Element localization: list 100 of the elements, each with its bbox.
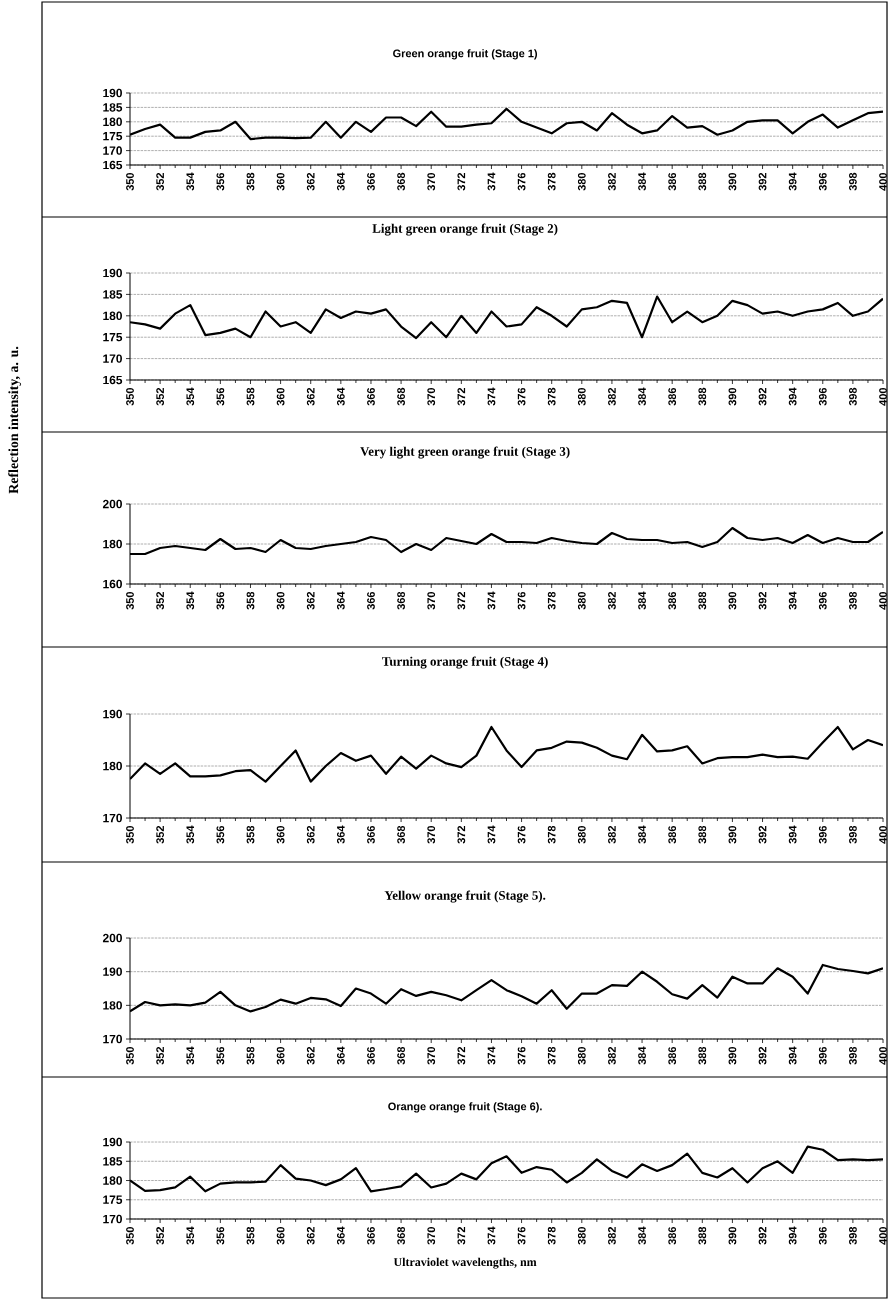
x-tick-label: 358 xyxy=(246,387,255,406)
x-tick-label: 388 xyxy=(698,1046,707,1065)
x-tick-label: 368 xyxy=(397,1046,405,1065)
y-tick-label: 190 xyxy=(103,88,122,98)
x-tick-label: 374 xyxy=(487,172,496,191)
x-tick-label: 358 xyxy=(246,1226,255,1245)
x-tick-label: 386 xyxy=(668,1046,677,1065)
x-tick-label: 376 xyxy=(517,591,526,610)
y-tick-label: 180 xyxy=(103,761,122,771)
x-tick-label: 382 xyxy=(608,1046,616,1065)
x-tick-label: 382 xyxy=(608,387,616,406)
x-tick-label: 384 xyxy=(638,387,646,406)
chart-title: Turning orange fruit (Stage 4) xyxy=(382,656,548,669)
chart-title: Yellow orange fruit (Stage 5). xyxy=(384,890,546,903)
x-tick-label: 368 xyxy=(397,825,405,844)
x-tick-label: 394 xyxy=(788,172,797,191)
x-tick-label: 396 xyxy=(818,172,827,191)
x-tick-label: 362 xyxy=(306,1046,315,1065)
x-tick-label: 376 xyxy=(517,1226,526,1245)
x-tick-label: 350 xyxy=(126,591,134,610)
y-tick-label: 185 xyxy=(103,290,123,299)
x-tick-label: 368 xyxy=(397,387,405,406)
x-tick-label: 386 xyxy=(668,172,677,191)
y-tick-label: 170 xyxy=(103,1214,122,1224)
x-tick-label: 358 xyxy=(246,172,255,191)
x-tick-label: 392 xyxy=(758,387,767,406)
x-tick-label: 372 xyxy=(457,1226,466,1245)
x-tick-label: 370 xyxy=(427,591,436,610)
x-tick-label: 354 xyxy=(186,591,195,610)
x-tick-label: 368 xyxy=(397,172,405,191)
x-tick-label: 394 xyxy=(788,1046,797,1065)
x-tick-label: 350 xyxy=(126,1047,134,1065)
x-tick-label: 352 xyxy=(156,1226,165,1245)
x-tick-label: 360 xyxy=(276,387,285,406)
x-tick-label: 354 xyxy=(186,172,195,191)
x-tick-label: 400 xyxy=(879,387,887,406)
y-tick-label: 190 xyxy=(103,1137,122,1147)
x-tick-label: 356 xyxy=(216,825,225,844)
x-tick-label: 378 xyxy=(547,825,556,844)
x-tick-label: 358 xyxy=(246,825,255,844)
x-tick-label: 360 xyxy=(276,1227,285,1245)
x-tick-label: 374 xyxy=(487,1226,496,1245)
chart-title: Orange orange fruit (Stage 6). xyxy=(388,1102,542,1113)
y-tick-label: 170 xyxy=(103,1034,122,1044)
chart-title: Very light green orange fruit (Stage 3) xyxy=(360,446,570,459)
x-tick-label: 384 xyxy=(638,1046,646,1065)
x-tick-label: 354 xyxy=(186,1046,195,1065)
x-tick-label: 398 xyxy=(849,1046,857,1065)
x-tick-label: 398 xyxy=(849,825,857,844)
x-tick-label: 366 xyxy=(367,387,375,406)
x-tick-label: 398 xyxy=(849,387,857,406)
x-tick-label: 388 xyxy=(698,591,707,610)
x-tick-label: 352 xyxy=(156,1046,165,1065)
x-tick-label: 396 xyxy=(818,1226,827,1245)
x-tick-label: 390 xyxy=(728,172,737,191)
x-tick-label: 370 xyxy=(427,172,436,191)
x-tick-label: 352 xyxy=(156,387,165,406)
x-tick-label: 350 xyxy=(126,172,134,191)
y-tick-label: 180 xyxy=(103,1001,122,1010)
x-tick-label: 374 xyxy=(487,591,496,610)
x-tick-label: 366 xyxy=(367,1046,375,1065)
x-tick-label: 372 xyxy=(457,825,466,844)
x-tick-label: 358 xyxy=(246,1046,255,1065)
x-tick-label: 388 xyxy=(698,1226,707,1245)
x-tick-label: 376 xyxy=(517,825,526,844)
x-tick-label: 390 xyxy=(728,387,737,406)
x-tick-label: 378 xyxy=(547,1226,556,1245)
x-tick-label: 364 xyxy=(336,172,345,191)
x-tick-label: 396 xyxy=(818,825,827,844)
x-tick-label: 362 xyxy=(306,591,315,610)
y-tick-label: 185 xyxy=(103,1157,123,1166)
x-tick-label: 380 xyxy=(577,1047,586,1065)
x-tick-label: 398 xyxy=(849,1226,857,1245)
x-tick-label: 390 xyxy=(728,1047,737,1065)
x-tick-label: 364 xyxy=(336,1226,345,1245)
x-tick-label: 360 xyxy=(276,1047,285,1065)
x-tick-label: 368 xyxy=(397,591,405,610)
y-tick-label: 180 xyxy=(103,539,122,549)
x-tick-label: 382 xyxy=(608,1226,616,1245)
x-tick-label: 392 xyxy=(758,825,767,844)
x-tick-label: 376 xyxy=(517,1046,526,1065)
x-tick-label: 372 xyxy=(457,1046,466,1065)
x-tick-label: 384 xyxy=(638,825,646,844)
x-tick-label: 378 xyxy=(547,1046,556,1065)
x-tick-label: 360 xyxy=(276,591,285,610)
x-tick-label: 372 xyxy=(457,387,466,406)
x-tick-label: 386 xyxy=(668,1226,677,1245)
x-tick-label: 394 xyxy=(788,825,797,844)
x-tick-label: 376 xyxy=(517,172,526,191)
y-tick-label: 200 xyxy=(102,933,122,943)
x-tick-label: 356 xyxy=(216,172,225,191)
x-tick-label: 364 xyxy=(336,1046,345,1065)
x-tick-label: 400 xyxy=(879,172,887,191)
x-tick-label: 388 xyxy=(698,172,707,191)
chart-title: Green orange fruit (Stage 1) xyxy=(393,49,538,60)
x-tick-label: 376 xyxy=(517,387,526,406)
y-tick-label: 180 xyxy=(103,117,122,127)
y-tick-label: 185 xyxy=(103,103,123,112)
y-tick-label: 165 xyxy=(103,160,123,170)
x-tick-label: 354 xyxy=(186,387,195,406)
